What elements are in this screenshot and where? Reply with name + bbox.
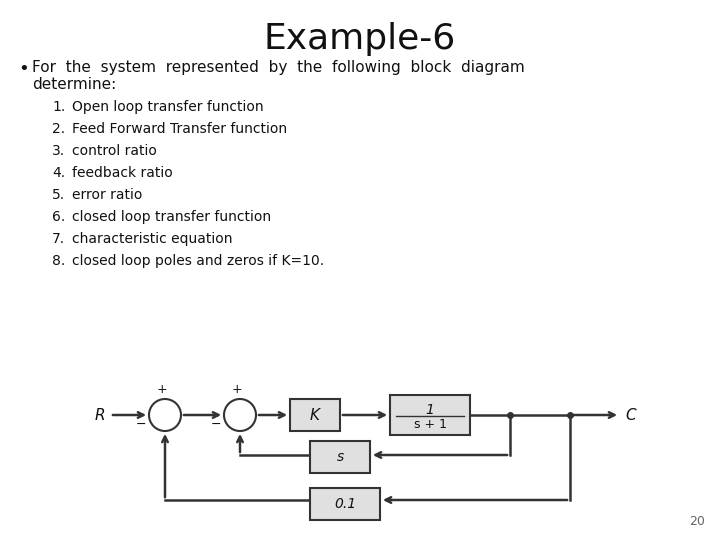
Circle shape [149,399,181,431]
Text: +: + [232,383,243,396]
Text: s: s [336,450,343,464]
Text: closed loop transfer function: closed loop transfer function [72,210,271,224]
Circle shape [224,399,256,431]
Text: K: K [310,408,320,422]
Text: 20: 20 [689,515,705,528]
Text: 0.1: 0.1 [334,497,356,511]
Text: 6.: 6. [52,210,66,224]
Text: 3.: 3. [52,144,65,158]
Text: R: R [94,408,105,422]
Text: Open loop transfer function: Open loop transfer function [72,100,264,114]
Bar [310,441,370,473]
Text: 2.: 2. [52,122,65,136]
Text: C: C [625,408,636,422]
Text: error ratio: error ratio [72,188,143,202]
Text: 1: 1 [426,403,434,417]
Bar [290,399,340,431]
Text: •: • [18,60,29,78]
Text: −: − [135,418,146,431]
Text: feedback ratio: feedback ratio [72,166,173,180]
Text: 7.: 7. [52,232,65,246]
Text: For  the  system  represented  by  the  following  block  diagram: For the system represented by the follow… [32,60,525,75]
Bar [310,488,380,520]
Text: determine:: determine: [32,77,116,92]
Text: 4.: 4. [52,166,65,180]
Text: Feed Forward Transfer function: Feed Forward Transfer function [72,122,287,136]
Text: 1.: 1. [52,100,66,114]
Text: −: − [210,418,221,431]
Text: Example-6: Example-6 [264,22,456,56]
Text: 5.: 5. [52,188,65,202]
Text: closed loop poles and zeros if K=10.: closed loop poles and zeros if K=10. [72,254,324,268]
Text: control ratio: control ratio [72,144,157,158]
Text: characteristic equation: characteristic equation [72,232,233,246]
Text: s + 1: s + 1 [413,417,446,430]
Text: +: + [157,383,167,396]
Bar [390,395,470,435]
Text: 8.: 8. [52,254,66,268]
